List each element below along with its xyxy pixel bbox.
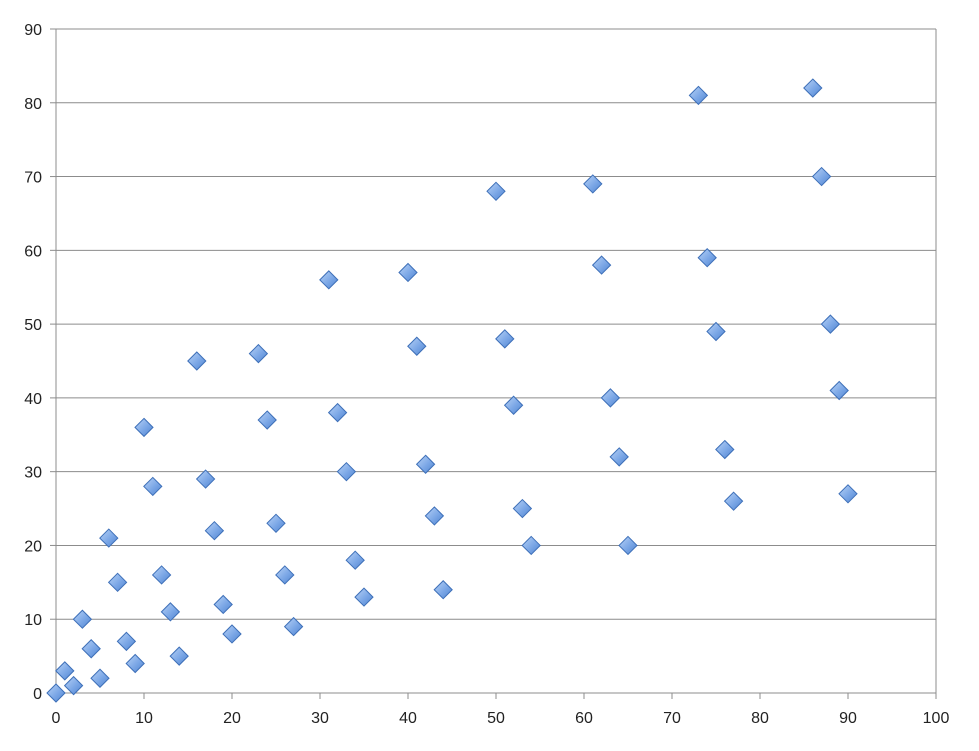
data-point — [618, 535, 638, 556]
data-point — [398, 262, 418, 283]
x-tick-label: 90 — [839, 710, 857, 727]
data-point — [354, 587, 374, 607]
data-point — [63, 675, 84, 696]
x-tick-label: 70 — [663, 710, 681, 727]
data-point — [336, 461, 357, 482]
data-point — [204, 520, 225, 541]
data-point — [829, 380, 849, 401]
tick-labels: 0 10 20 30 40 50 60 70 80 90 0 10 20 30 40 50 60 70 80 90 10… — [24, 22, 949, 727]
data-point — [143, 476, 163, 497]
data-point — [512, 498, 533, 519]
data-point — [283, 616, 304, 637]
data-point — [319, 270, 339, 290]
x-tick-label: 10 — [135, 710, 153, 727]
data-point — [838, 484, 858, 504]
data-point — [125, 653, 145, 674]
data-point — [55, 661, 75, 681]
data-point — [107, 572, 128, 593]
data-point — [169, 646, 189, 666]
data-point — [327, 402, 348, 423]
data-point — [275, 565, 295, 585]
y-tick-label: 50 — [24, 317, 42, 334]
x-tick-label: 20 — [223, 710, 241, 727]
data-point — [521, 535, 541, 556]
data-point — [81, 639, 101, 659]
data-point — [715, 439, 735, 460]
y-tick-label: 30 — [24, 465, 42, 482]
data-point — [248, 343, 269, 364]
gridlines — [56, 28, 936, 620]
data-point — [820, 314, 841, 334]
data-point — [46, 683, 66, 703]
data-point — [213, 594, 233, 615]
data-point — [407, 336, 427, 356]
y-tick-label: 10 — [24, 612, 42, 629]
axes — [50, 28, 937, 699]
y-tick-label: 40 — [24, 391, 42, 408]
x-tick-label: 80 — [751, 710, 769, 727]
data-point — [257, 410, 277, 430]
y-tick-label: 80 — [24, 96, 42, 113]
data-point — [591, 255, 612, 275]
data-point — [415, 454, 436, 474]
x-tick-label: 30 — [311, 710, 329, 727]
data-points — [46, 78, 858, 703]
data-point — [72, 609, 93, 629]
data-point — [160, 602, 181, 622]
data-point — [723, 491, 744, 511]
x-tick-label: 50 — [487, 710, 505, 727]
data-point — [583, 174, 603, 194]
y-tick-label: 60 — [24, 243, 42, 260]
data-point — [222, 624, 242, 644]
data-point — [424, 506, 445, 526]
data-point — [134, 417, 154, 438]
data-point — [706, 321, 726, 342]
data-point — [266, 513, 286, 534]
data-point — [151, 565, 172, 585]
data-point — [503, 395, 524, 415]
y-tick-label: 0 — [33, 686, 42, 703]
data-point — [811, 166, 832, 187]
data-point — [600, 388, 621, 408]
data-point — [803, 78, 823, 98]
data-point — [495, 329, 515, 349]
x-tick-label: 40 — [399, 710, 417, 727]
data-point — [345, 550, 365, 570]
data-point — [90, 668, 110, 688]
data-point — [99, 528, 119, 548]
data-point — [609, 447, 629, 467]
data-point — [187, 351, 207, 371]
data-point — [486, 181, 506, 202]
data-point — [697, 248, 717, 268]
y-tick-label: 70 — [24, 170, 42, 187]
y-tick-label: 90 — [24, 22, 42, 39]
data-point — [116, 631, 137, 652]
data-point — [688, 85, 709, 106]
x-tick-label: 0 — [52, 710, 61, 727]
x-tick-label: 100 — [923, 710, 950, 727]
data-point — [433, 580, 453, 600]
y-tick-label: 20 — [24, 538, 42, 555]
x-tick-label: 60 — [575, 710, 593, 727]
data-point — [195, 469, 216, 489]
